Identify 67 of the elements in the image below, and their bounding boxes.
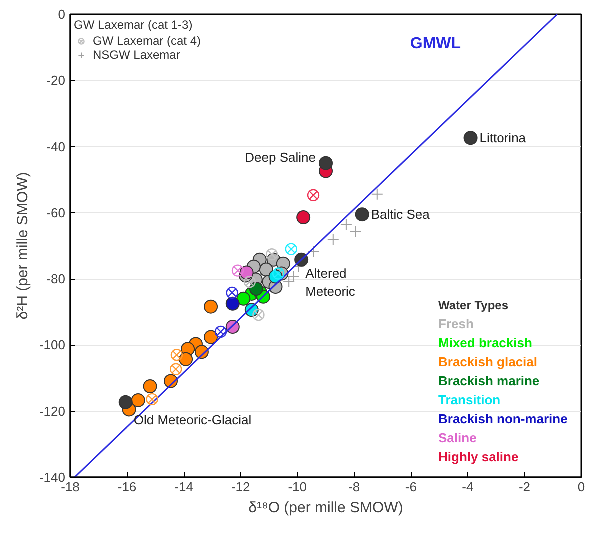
point bbox=[464, 131, 478, 146]
y-axis-title: δ²H (per mille SMOW) bbox=[14, 172, 32, 320]
x-tick-label: -8 bbox=[348, 480, 360, 494]
x-tick-label: -10 bbox=[288, 480, 308, 494]
annotation: Deep Saline bbox=[245, 150, 316, 165]
x-tick-label: 0 bbox=[578, 480, 586, 494]
point bbox=[204, 330, 218, 344]
text: Brackish glacial bbox=[438, 354, 538, 370]
annotation: GW Laxemar (cat 1-3) bbox=[74, 18, 194, 32]
point bbox=[350, 226, 362, 238]
y-tick-label: -140 bbox=[39, 470, 66, 485]
annotation: Baltic Sea bbox=[371, 207, 431, 222]
point bbox=[296, 210, 311, 225]
legend-label: GW Laxemar (cat 4) bbox=[93, 34, 202, 48]
annotation: Altered Meteoric bbox=[306, 266, 356, 299]
point bbox=[143, 380, 158, 394]
point bbox=[252, 309, 265, 322]
point bbox=[236, 292, 251, 306]
x-tick-label: -2 bbox=[518, 480, 531, 494]
point bbox=[179, 352, 194, 366]
point bbox=[340, 218, 352, 231]
point bbox=[319, 156, 333, 170]
point bbox=[146, 393, 158, 406]
x-tick-label: -14 bbox=[174, 480, 194, 494]
point bbox=[371, 188, 384, 200]
point bbox=[232, 264, 244, 277]
x-tick-label: -6 bbox=[405, 480, 417, 494]
x-tick-label: -12 bbox=[231, 480, 250, 494]
y-tick-label: -100 bbox=[39, 338, 66, 353]
text: Brackish non-marine bbox=[438, 412, 568, 426]
y-tick-label: -120 bbox=[39, 404, 66, 419]
y-tick-label: -20 bbox=[46, 73, 66, 88]
y-tick-label: -40 bbox=[46, 139, 66, 154]
point bbox=[214, 326, 228, 338]
point bbox=[226, 286, 238, 300]
y-tick-label: -60 bbox=[46, 205, 66, 220]
point bbox=[131, 393, 146, 408]
x-axis-title: δ¹⁸O (per mille SMOW) bbox=[248, 500, 404, 516]
point bbox=[327, 234, 340, 246]
point bbox=[308, 246, 320, 258]
point bbox=[307, 189, 320, 202]
annotation: Littorina bbox=[480, 130, 527, 146]
point bbox=[272, 268, 285, 280]
x-tick-label: -16 bbox=[118, 480, 137, 494]
text: Saline bbox=[438, 430, 477, 446]
annotation: Old Meteoric-Glacial bbox=[134, 412, 252, 428]
annotation: GMWL bbox=[410, 36, 462, 52]
y-tick-label: -80 bbox=[46, 272, 66, 287]
text: Fresh bbox=[438, 316, 474, 332]
point bbox=[244, 276, 256, 288]
point bbox=[355, 208, 370, 222]
text: Brackish marine bbox=[438, 374, 540, 388]
point bbox=[204, 300, 218, 314]
point bbox=[249, 282, 264, 296]
legend-label: NSGW Laxemar bbox=[93, 48, 180, 62]
point bbox=[266, 248, 278, 261]
legend-title: Water Types bbox=[438, 298, 509, 312]
text: Highly saline bbox=[438, 450, 519, 464]
point bbox=[285, 243, 298, 256]
point bbox=[118, 395, 133, 410]
text: Transition bbox=[438, 392, 501, 408]
x-tick-label: -4 bbox=[462, 480, 474, 494]
point bbox=[226, 296, 240, 311]
y-tick-label: 0 bbox=[58, 7, 66, 22]
text: Mixed brackish bbox=[438, 336, 532, 350]
point bbox=[170, 349, 184, 362]
point bbox=[170, 363, 182, 376]
